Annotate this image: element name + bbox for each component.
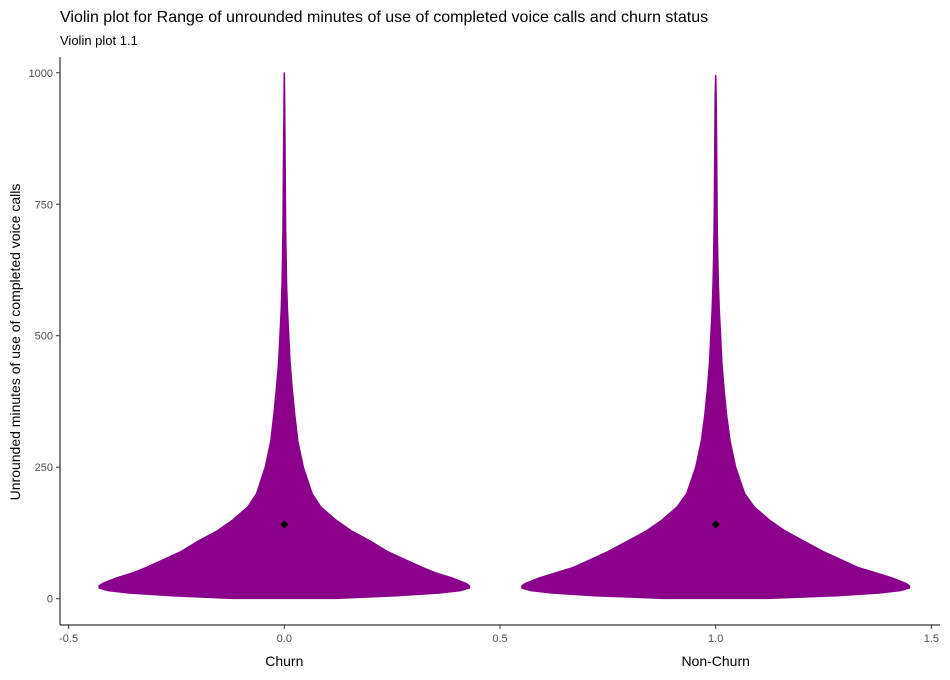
x-tick-label: -0.5 — [59, 633, 78, 645]
violin-non-churn — [521, 75, 911, 600]
y-tick-label: 250 — [35, 462, 53, 474]
mean-marker-churn — [280, 520, 289, 529]
category-label-churn: Churn — [265, 653, 303, 669]
x-tick-label: 0.0 — [277, 633, 292, 645]
y-axis-title: Unrounded minutes of use of completed vo… — [7, 184, 23, 501]
y-tick-label: 1000 — [29, 68, 53, 80]
x-tick-label: 0.5 — [492, 633, 507, 645]
y-tick-label: 750 — [35, 199, 53, 211]
y-tick-label: 0 — [47, 594, 53, 606]
x-tick-label: 1.0 — [708, 633, 723, 645]
plot-area: Churn Non-Churn 0 250 500 750 1000 -0.5 0.0 0.5 1.… — [29, 57, 940, 669]
category-label-non-churn: Non-Churn — [681, 653, 749, 669]
violin-churn — [98, 72, 471, 600]
x-tick-label: 1.5 — [924, 633, 939, 645]
chart-title: Violin plot for Range of unrounded minut… — [60, 9, 708, 26]
y-tick-label: 500 — [35, 331, 53, 343]
mean-marker-non-churn — [711, 520, 720, 529]
chart-subtitle: Violin plot 1.1 — [60, 33, 138, 48]
